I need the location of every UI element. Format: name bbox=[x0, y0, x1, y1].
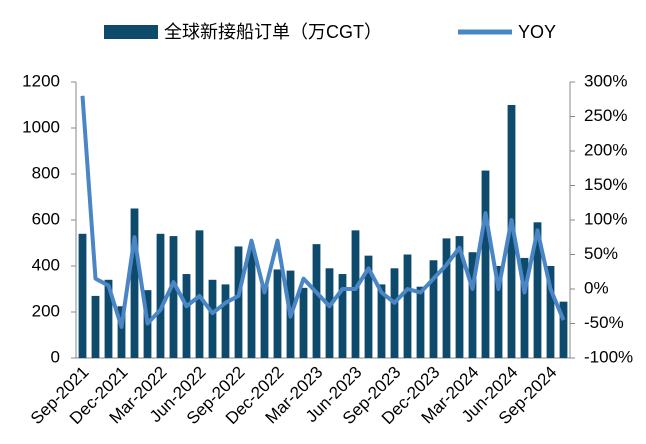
bar bbox=[273, 269, 282, 358]
bar bbox=[182, 274, 191, 358]
bar bbox=[299, 287, 308, 358]
legend-label: YOY bbox=[518, 22, 556, 42]
y-tick-label: 600 bbox=[32, 209, 60, 228]
bar bbox=[390, 268, 399, 358]
y-tick-label: 1000 bbox=[22, 117, 60, 136]
y2-tick-label: 200% bbox=[584, 140, 627, 159]
y2-tick-label: -50% bbox=[584, 313, 624, 332]
bar bbox=[156, 233, 165, 358]
bar bbox=[208, 279, 217, 358]
bar bbox=[481, 170, 490, 358]
bar bbox=[221, 284, 230, 358]
legend-swatch bbox=[104, 25, 158, 39]
yoy-line bbox=[80, 95, 566, 329]
y-tick-label: 800 bbox=[32, 163, 60, 182]
bar bbox=[507, 105, 516, 358]
y2-tick-label: 50% bbox=[584, 244, 618, 263]
bar bbox=[546, 266, 555, 358]
y-tick-label: 1200 bbox=[22, 71, 60, 90]
y-tick-label: 400 bbox=[32, 255, 60, 274]
y2-tick-label: 0% bbox=[584, 278, 609, 297]
bar bbox=[403, 254, 412, 358]
bar bbox=[117, 306, 126, 358]
bar bbox=[520, 257, 529, 358]
y2-tick-label: 150% bbox=[584, 175, 627, 194]
bar bbox=[130, 208, 139, 358]
bar bbox=[338, 274, 347, 358]
bar bbox=[533, 222, 542, 358]
y-tick-label: 200 bbox=[32, 301, 60, 320]
legend-label: 全球新接船订单（万CGT） bbox=[164, 22, 382, 42]
bar bbox=[169, 236, 178, 358]
bar bbox=[455, 236, 464, 358]
y2-tick-label: 250% bbox=[584, 106, 627, 125]
bar bbox=[260, 284, 269, 358]
y2-tick-label: 100% bbox=[584, 209, 627, 228]
bar bbox=[559, 301, 568, 358]
y-tick-label: 0 bbox=[51, 347, 60, 366]
y2-tick-label: 300% bbox=[584, 71, 627, 90]
bar bbox=[364, 255, 373, 358]
bar bbox=[247, 248, 256, 358]
bar bbox=[91, 295, 100, 358]
bar bbox=[78, 233, 87, 358]
y2-tick-label: -100% bbox=[584, 347, 633, 366]
bar bbox=[468, 252, 477, 358]
bar bbox=[312, 244, 321, 358]
bar bbox=[351, 230, 360, 358]
bar bbox=[104, 279, 113, 358]
bar bbox=[494, 266, 503, 358]
bar bbox=[234, 246, 243, 358]
bar bbox=[416, 286, 425, 358]
bar bbox=[429, 260, 438, 358]
bar bbox=[325, 268, 334, 358]
bar bbox=[442, 238, 451, 358]
bar bbox=[377, 284, 386, 358]
